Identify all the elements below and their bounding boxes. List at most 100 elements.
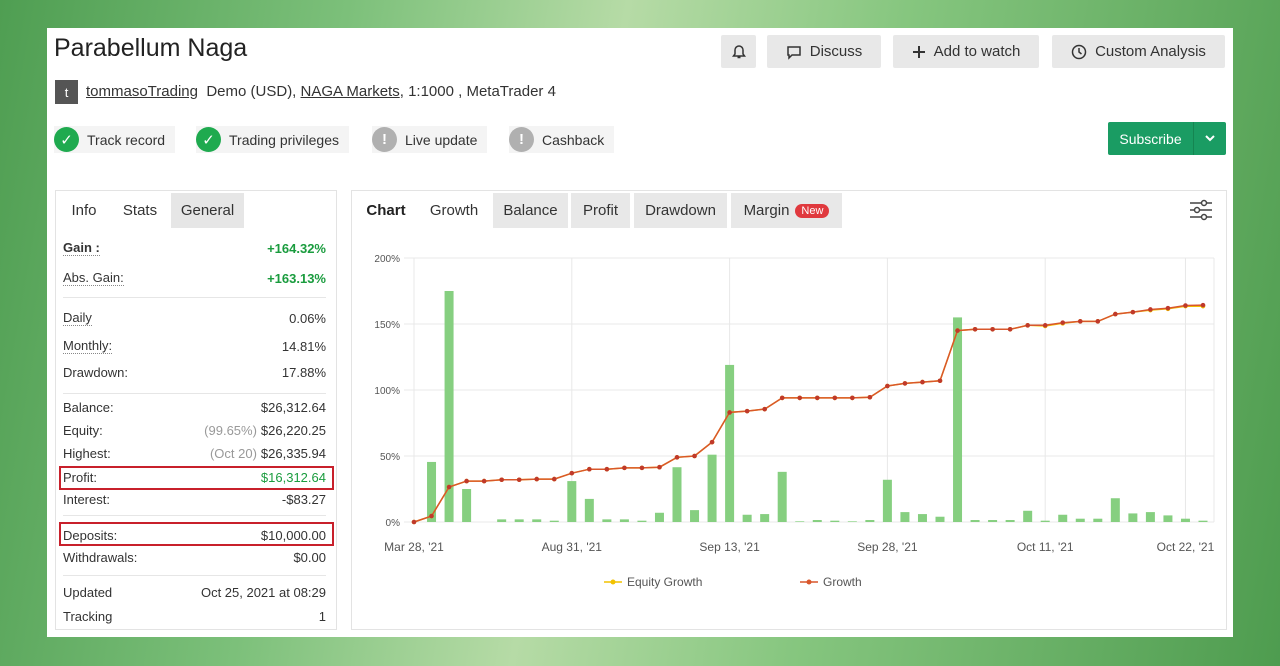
point	[797, 395, 803, 401]
point	[569, 470, 575, 476]
bar	[953, 317, 963, 522]
bar	[760, 514, 770, 522]
bar	[1163, 515, 1173, 522]
bar	[970, 520, 980, 522]
stat-label: Deposits:	[63, 527, 118, 543]
notify-button[interactable]	[721, 35, 756, 68]
chart-tab[interactable]: Drawdown	[634, 193, 727, 228]
bar	[672, 467, 682, 522]
stat-value-group: $0.00	[293, 550, 326, 565]
info-tab[interactable]: General	[171, 193, 244, 228]
point	[1060, 320, 1066, 325]
point	[481, 478, 487, 484]
stat-value: 1	[318, 608, 326, 624]
bar	[690, 510, 700, 522]
point	[639, 465, 645, 471]
separator	[63, 393, 326, 394]
x-tick-label: Sep 13, '21	[699, 540, 760, 554]
point	[534, 476, 540, 482]
line	[413, 304, 1204, 523]
subscribe-label: Subscribe	[1119, 130, 1182, 147]
point	[1130, 309, 1136, 315]
badge: ✓ Track record	[54, 126, 176, 153]
line	[413, 305, 1203, 523]
bar	[742, 514, 752, 522]
badge-label: Cashback	[542, 131, 605, 148]
bar	[1110, 498, 1120, 522]
badge: ✓ Trading privileges	[196, 126, 349, 153]
settings-icon[interactable]	[1189, 199, 1213, 221]
button-label: Discuss	[809, 43, 863, 60]
stat-row: Deposits: $10,000.00	[63, 525, 326, 545]
point	[709, 439, 715, 445]
y-tick-label: 0%	[386, 518, 401, 529]
point	[1183, 303, 1188, 308]
chart-tab[interactable]: Growth	[429, 202, 479, 219]
stat-label: Highest:	[63, 445, 111, 461]
bar	[567, 481, 577, 522]
stat-row: Profit: $16,312.64	[63, 467, 326, 487]
bar	[935, 516, 945, 522]
badge-label: Trading privileges	[229, 131, 339, 148]
discuss-button[interactable]: Discuss	[767, 35, 881, 68]
point	[1042, 323, 1048, 328]
stat-label: Gain :	[63, 240, 100, 256]
point	[1077, 319, 1083, 324]
bar	[988, 520, 998, 522]
watch-button[interactable]: Add to watch	[893, 35, 1039, 68]
point	[744, 408, 750, 414]
point	[832, 395, 838, 401]
stat-value: $26,312.64	[260, 399, 326, 415]
stat-value-group: (99.65%) $26,220.25	[204, 423, 326, 438]
bar	[637, 520, 647, 522]
chart-tab[interactable]: Balance	[493, 193, 568, 228]
stat-label: Abs. Gain:	[63, 270, 124, 286]
stat-row: Abs. Gain: +163.13%	[63, 268, 326, 288]
chart-tab[interactable]: Profit	[571, 193, 630, 228]
chart-tab[interactable]: Margin New	[731, 193, 842, 228]
point	[604, 466, 610, 472]
user-link[interactable]: tommasoTrading	[86, 83, 198, 100]
stat-label: Drawdown:	[63, 364, 129, 380]
new-badge: New	[795, 203, 830, 218]
bar	[1005, 520, 1015, 522]
info-tab[interactable]: Info	[71, 202, 97, 219]
point	[516, 477, 522, 483]
chart-panel	[351, 190, 1227, 630]
legend-label: Equity Growth	[627, 575, 702, 589]
point	[411, 519, 417, 525]
bar	[1093, 518, 1103, 522]
bar	[1075, 518, 1085, 522]
point	[1148, 307, 1153, 312]
bar	[602, 519, 612, 522]
stat-value: Oct 25, 2021 at 08:29	[200, 584, 326, 600]
point	[850, 395, 855, 401]
x-tick-label: Aug 31, '21	[542, 540, 603, 554]
chart-tab[interactable]: Chart	[366, 202, 406, 219]
analysis-button[interactable]: Custom Analysis	[1052, 35, 1225, 68]
y-tick-label: 50%	[380, 452, 400, 463]
point	[779, 395, 785, 401]
check-icon: ✓	[196, 127, 221, 152]
info-tab[interactable]: Stats	[122, 202, 158, 219]
point	[622, 465, 627, 471]
y-tick-label: 100%	[374, 386, 400, 397]
stat-label: Interest:	[63, 491, 110, 507]
point	[867, 394, 873, 400]
point	[674, 455, 680, 460]
stat-row: Interest: -$83.27	[63, 489, 326, 509]
stat-value-group: Oct 25, 2021 at 08:29	[201, 585, 326, 600]
subscribe-button[interactable]: Subscribe	[1108, 122, 1226, 155]
stat-value-group: -$83.27	[282, 492, 326, 507]
x-tick-label: Oct 22, '21	[1157, 540, 1215, 554]
point	[1025, 323, 1030, 328]
stat-value-group: 0.06%	[289, 311, 326, 326]
broker-link[interactable]: NAGA Markets	[300, 83, 400, 100]
clock-icon	[1071, 44, 1087, 59]
point	[587, 466, 592, 472]
bar	[1145, 512, 1155, 522]
stat-label: Profit:	[63, 469, 97, 485]
point	[692, 453, 697, 459]
stat-value: $26,335.94	[260, 445, 326, 461]
dropdown-icon[interactable]	[1194, 133, 1226, 145]
